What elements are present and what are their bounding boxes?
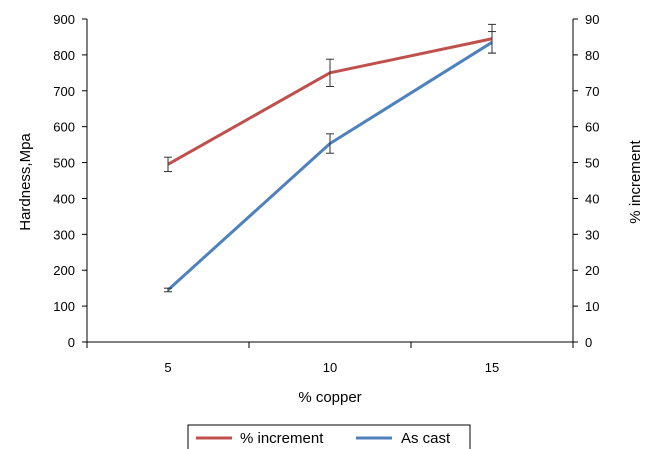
y-tick-label: 900 xyxy=(53,12,75,27)
y-tick-label: 0 xyxy=(68,335,75,350)
legend-label-1: As cast xyxy=(401,430,451,447)
y2-tick-label: 30 xyxy=(585,227,599,242)
y-tick-label: 100 xyxy=(53,299,75,314)
error-bar xyxy=(164,156,172,173)
legend: % increment As cast xyxy=(187,424,471,449)
legend-box xyxy=(187,424,471,449)
error-bar xyxy=(326,133,334,154)
x-tick-label: 10 xyxy=(323,360,337,375)
y-tick-label: 300 xyxy=(53,227,75,242)
error-bar xyxy=(326,58,334,87)
y2-tick-label: 20 xyxy=(585,263,599,278)
plot-area xyxy=(164,23,496,293)
y-tick-label: 200 xyxy=(53,263,75,278)
y-tick-label: 400 xyxy=(53,191,75,206)
y-tick-label: 800 xyxy=(53,48,75,63)
error-bar xyxy=(488,31,496,54)
y2-tick-label: 50 xyxy=(585,156,599,171)
x-axis-title: % copper xyxy=(298,389,361,406)
x-tick-label: 5 xyxy=(164,360,171,375)
error-bar xyxy=(164,287,172,293)
y2-tick-label: 70 xyxy=(585,84,599,99)
y2-tick-label: 0 xyxy=(585,335,592,350)
y-tick-label: 600 xyxy=(53,120,75,135)
y2-tick-label: 90 xyxy=(585,12,599,27)
axes xyxy=(82,18,578,348)
y2-tick-label: 10 xyxy=(585,299,599,314)
y2-tick-label: 40 xyxy=(585,191,599,206)
y-tick-label: 500 xyxy=(53,156,75,171)
x-tick-label: 15 xyxy=(485,360,499,375)
y2-axis-title: % increment xyxy=(627,139,644,223)
tick-labels: 0 100 200 300 400 500 600 700 800 900 0 10 20 30 40 50 6… xyxy=(53,12,599,375)
y-axis-title: Hardness,Mpa xyxy=(17,133,34,231)
y2-tick-label: 60 xyxy=(585,120,599,135)
y2-tick-label: 80 xyxy=(585,48,599,63)
legend-label-0: % increment xyxy=(240,430,324,447)
y-tick-label: 700 xyxy=(53,84,75,99)
